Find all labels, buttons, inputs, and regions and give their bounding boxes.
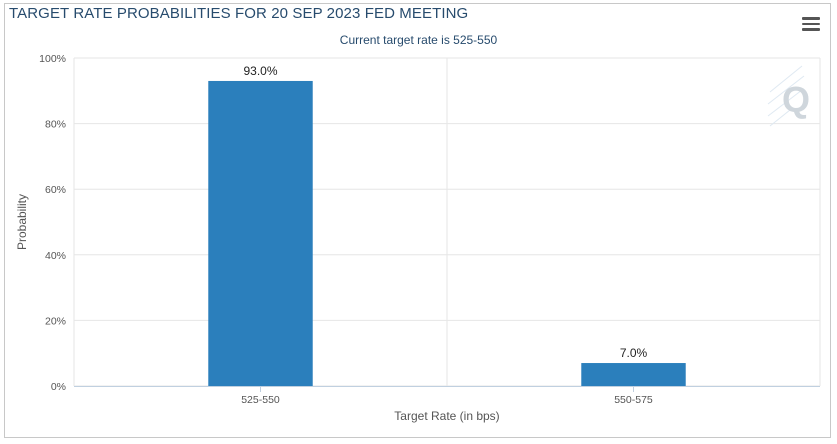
gridlines <box>73 57 821 387</box>
x-tick-label: 550-575 <box>614 394 653 406</box>
bar-525-550[interactable] <box>208 80 313 387</box>
y-tick-label: 100% <box>39 53 66 65</box>
y-axis-ticks: 0% 20% 40% 60% 80% 100% <box>39 53 66 393</box>
y-tick-label: 60% <box>45 184 66 196</box>
chart-frame <box>4 3 831 438</box>
data-label: 7.0% <box>620 346 648 360</box>
chart-title: TARGET RATE PROBABILITIES FOR 20 SEP 202… <box>9 5 469 22</box>
y-tick-label: 40% <box>45 250 66 262</box>
y-tick-label: 20% <box>45 315 66 327</box>
y-tick-label: 0% <box>51 381 66 393</box>
q-logo-icon: Q <box>767 65 810 127</box>
bar-550-575[interactable] <box>581 363 686 386</box>
x-tick-label: 525-550 <box>241 394 280 406</box>
y-axis-title: Probability <box>15 194 29 250</box>
hamburger-menu-icon[interactable] <box>802 17 820 33</box>
q-logo-letter: Q <box>782 79 810 120</box>
x-axis-title: Target Rate (in bps) <box>394 409 499 423</box>
bars <box>208 80 686 387</box>
y-tick-label: 80% <box>45 119 66 131</box>
x-axis-ticks: 525-550 550-575 <box>241 386 653 406</box>
chart-subtitle: Current target rate is 525-550 <box>339 33 498 47</box>
data-labels: 93.0% 7.0% <box>243 64 647 360</box>
data-label: 93.0% <box>243 64 277 78</box>
